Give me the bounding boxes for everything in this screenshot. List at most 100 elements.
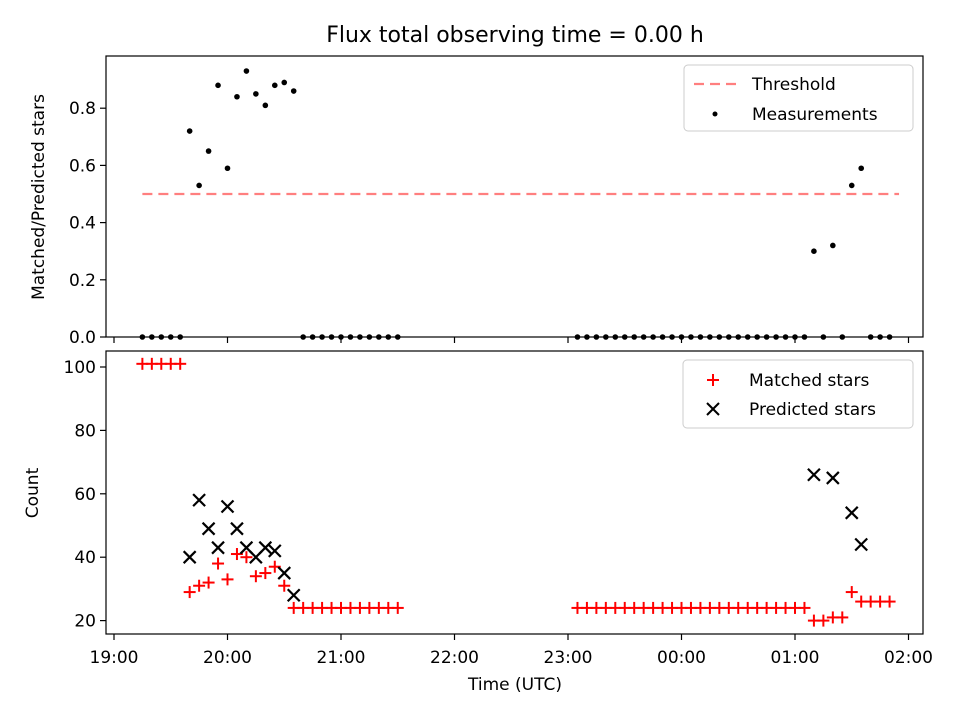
legend-matched-swatch [707,374,719,386]
predicted-star-point [826,471,840,485]
legend-predicted-label: Predicted stars [749,400,876,420]
measurement-point [385,334,392,340]
measurement-point [820,334,827,340]
measurement-point [621,334,628,340]
bottom-x-tick-label: 00:00 [657,648,706,668]
bottom-x-tick-label: 21:00 [317,648,366,668]
measurement-point [678,334,685,340]
measurement-point [792,334,798,340]
top-y-tick-label: 0.8 [69,99,96,119]
predicted-star-point [201,521,216,536]
measurement-point [186,128,193,134]
matched-star-point [278,579,291,592]
bottom-x-tick-label: 22:00 [430,648,479,668]
bottom-legend: Matched stars Predicted stars [682,359,914,429]
top-chart-title: Flux total observing time = 0.00 h [326,23,704,48]
top-y-ticks: 0.0 0.2 0.4 0.6 0.8 [69,99,106,348]
legend-predicted-swatch [706,402,720,416]
top-panel: 0.00.20.40.60.8 Matched/Predicted stars … [29,55,924,348]
measurement-point [801,334,808,340]
measurement-point [347,334,354,340]
measurement-point [867,334,874,340]
legend-measurements-swatch [712,111,718,117]
predicted-star-point [192,493,206,507]
measurement-point [290,88,297,94]
measurement-point [669,334,675,340]
predicted-star-point [854,537,868,552]
measurement-point [281,79,288,86]
measurement-point [659,334,666,340]
bottom-x-tick-label: 02:00 [884,648,933,668]
top-y-tick-label: 0.0 [69,328,96,348]
matched-star-point [259,567,272,580]
measurement-point [697,334,704,340]
matched-star-point [193,579,206,592]
measurement-point [735,334,742,340]
matched-star-point [202,576,215,589]
measurement-point [612,334,619,340]
measurement-point [394,334,401,340]
top-y-tick-label: 0.4 [69,214,96,234]
measurement-point [309,334,316,340]
measurement-point [839,334,846,340]
top-y-tick-label: 0.2 [69,271,96,291]
matched-star-point [212,557,225,570]
measurement-point [848,182,855,189]
matched-star-point [845,586,858,599]
matched-star-point [391,601,404,614]
bottom-x-tick-label: 19:00 [90,648,139,668]
predicted-star-point [211,540,225,555]
bottom-y-tick-label: 60 [74,485,96,505]
matched-star-point [817,614,830,627]
top-y-axis-label: Matched/Predicted stars [29,94,49,300]
bottom-legend-box [682,359,914,429]
predicted-star-point [268,544,282,558]
measurement-point [744,334,751,340]
measurement-point [877,334,883,340]
measurement-point [271,82,278,89]
measurement-point [234,93,240,100]
legend-measurements-label: Measurements [752,105,878,125]
predicted-star-point [230,521,244,536]
matched-star-point [798,601,811,614]
measurement-point [196,182,202,189]
bottom-y-tick-label: 20 [74,612,96,632]
top-y-tick-label: 0.6 [69,156,96,176]
measurement-point [167,334,174,340]
legend-matched-label: Matched stars [749,371,869,391]
matched-star-point [240,551,253,564]
matched-star-point [221,573,234,586]
bottom-y-tick-label: 40 [74,548,96,568]
measurement-point [782,334,789,340]
bottom-panel: 20 40 60 80 100 19:00 20:00 21:00 22:00 23:00 00:… [23,350,933,695]
matched-star-point [183,586,196,599]
measurement-point [688,334,694,340]
measurement-point [149,334,155,340]
measurement-point [177,334,184,340]
measurement-point [593,334,600,340]
predicted-star-point [844,506,859,520]
predicted-star-point [286,588,301,603]
measurement-point [650,334,656,340]
top-plot-frame [105,55,924,338]
measurement-point [763,334,770,340]
measurement-point [376,334,382,340]
measurement-point [584,334,590,340]
measurement-point [366,334,373,340]
matched-stars-points [136,357,896,627]
predicted-star-point [182,550,197,564]
bottom-plot-frame [105,350,924,635]
measurement-point [319,334,325,340]
predicted-star-point [258,540,273,555]
legend-threshold-label: Threshold [751,75,836,95]
measurement-point [300,334,306,340]
measurement-point [357,334,363,340]
top-legend: Threshold Measurements [683,64,914,132]
measurement-point [707,334,713,340]
bottom-x-axis-label: Time (UTC) [467,675,562,695]
measurement-point [754,334,760,340]
measurement-point [773,334,779,340]
matched-star-point [249,570,262,583]
measurement-point [215,82,221,89]
bottom-y-tick-label: 100 [64,358,96,378]
